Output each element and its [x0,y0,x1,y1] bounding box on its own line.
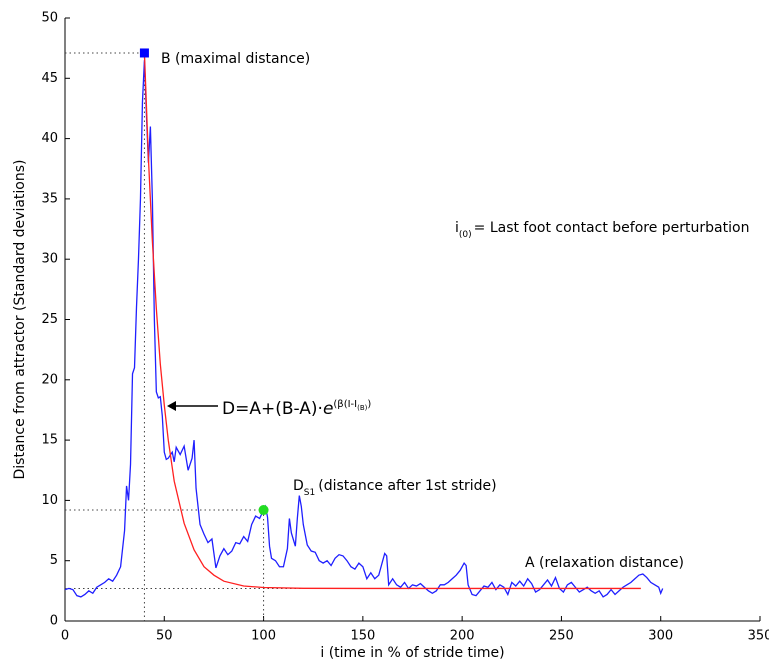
x-tick-label: 100 [251,629,276,644]
y-tick-label: 25 [41,312,58,327]
y-tick-label: 5 [50,553,58,568]
y-tick-label: 40 [41,131,58,146]
x-tick-label: 200 [450,629,475,644]
formula-sup: ) [367,399,371,410]
formula-e: e [323,399,333,419]
marker [258,505,269,516]
annotation-text: (distance after 1st stride) [318,478,496,494]
annotation-formula: D=A+(B-A)·e(β(I-I(B)) [222,399,371,419]
x-tick-label: 150 [350,629,375,644]
y-tick-label: 0 [50,614,58,629]
y-tick-label: 35 [41,191,58,206]
y-tick-label: 10 [41,493,58,508]
marker [139,48,149,58]
formula-sub: (B) [357,404,368,412]
annotation-i0: i(0) = Last foot contact before perturbat… [455,220,749,240]
y-tick-label: 45 [41,71,58,86]
series-line [64,60,664,598]
x-tick-label: 0 [61,629,69,644]
formula-text: D=A+(B-A)· [222,399,323,419]
series-line [143,52,641,590]
annotation-text: = Last foot contact before perturbation [474,220,750,236]
annotation-text: D [293,478,304,494]
annotation-b: B (maximal distance) [161,51,310,67]
x-axis-label: i (time in % of stride time) [320,645,504,661]
y-axis-label: Distance from attractor (Standard deviat… [12,160,28,480]
x-tick-label: 250 [549,629,574,644]
y-tick-label: 30 [41,252,58,267]
y-tick-label: 20 [41,372,58,387]
annotation-sub: S1 [304,488,315,498]
formula-sup: (β(I-I [333,399,357,410]
annotation-ds1: DS1 (distance after 1st stride) [293,478,497,498]
x-tick-label: 50 [156,629,173,644]
y-tick-label: 15 [41,433,58,448]
annotation-text: i [455,220,459,236]
y-tick-label: 50 [41,11,58,26]
annotation-a: A (relaxation distance) [525,555,684,571]
annotation-sub: (0) [459,230,472,240]
arrow-head [167,401,176,411]
x-tick-label: 350 [748,629,769,644]
x-tick-label: 300 [648,629,673,644]
